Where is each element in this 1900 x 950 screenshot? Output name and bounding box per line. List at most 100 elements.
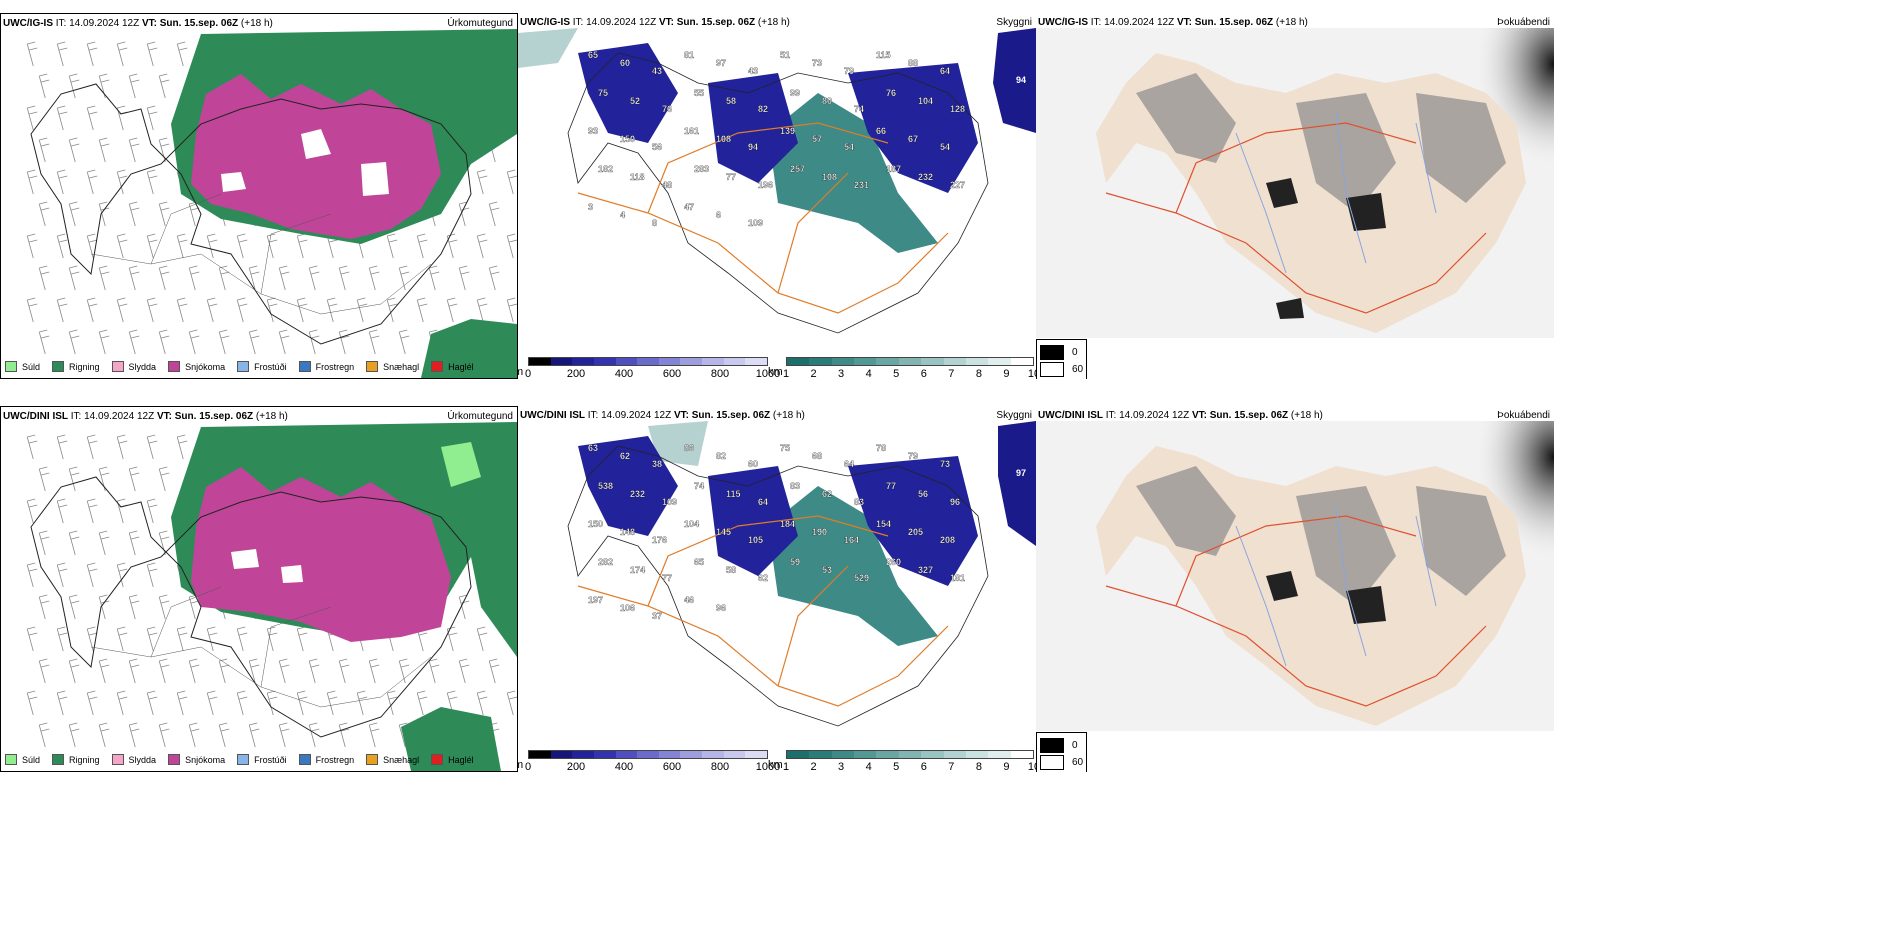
wind-barb xyxy=(68,658,80,684)
colorbar-tick: 8 xyxy=(975,761,982,772)
colorbar-tick: 0 xyxy=(524,368,532,379)
wind-barb xyxy=(128,329,140,355)
panel-header: UWC/IG-IS IT: 14.09.2024 12Z VT: Sun. 15… xyxy=(1038,17,1308,28)
summit-value: 197 xyxy=(588,595,603,605)
summit-value: 154 xyxy=(876,519,891,529)
summit-value: 60 xyxy=(620,58,630,68)
wind-barb xyxy=(38,201,50,227)
colorbar-tick: 10 xyxy=(1027,761,1036,772)
colorbar-tick: 400 xyxy=(614,761,634,772)
colorbar-tick: 10 xyxy=(1027,368,1036,379)
wind-barb xyxy=(338,722,350,748)
roads xyxy=(577,122,949,314)
summit-value: 6 xyxy=(716,210,721,220)
summit-value: 97 xyxy=(716,58,726,68)
summit-value: 63 xyxy=(588,443,598,453)
colorbar-tick: 6 xyxy=(920,368,927,379)
wind-barb xyxy=(26,105,38,131)
summit-value: 57 xyxy=(812,134,822,144)
colorbar-tick: 4 xyxy=(865,761,872,772)
wind-barb xyxy=(116,169,128,195)
precip-panel-row1: UWC/IG-IS IT: 14.09.2024 12Z VT: Sun. 15… xyxy=(0,13,518,379)
wind-barb xyxy=(128,137,140,163)
legend-item: Haglél xyxy=(431,361,474,372)
wind-barb xyxy=(368,722,380,748)
summit-value: 56 xyxy=(652,142,662,152)
wind-barb xyxy=(158,658,170,684)
coastline xyxy=(30,83,472,345)
wind-barb xyxy=(248,265,260,291)
wind-barb xyxy=(218,722,230,748)
wind-barb xyxy=(146,498,158,524)
precip-map xyxy=(26,29,517,378)
summit-value: 58 xyxy=(726,565,736,575)
wind-barb xyxy=(338,658,350,684)
summit-value: 62 xyxy=(822,489,832,499)
legend-item: Snjókoma xyxy=(168,361,225,372)
wind-barb xyxy=(26,41,38,67)
colorbar-segment xyxy=(723,751,746,758)
summit-value: 60 xyxy=(748,459,758,469)
colorbar-segment xyxy=(658,751,681,758)
legend-swatch xyxy=(111,361,124,372)
summit-value: 47 xyxy=(684,202,694,212)
colorbar-tick: 2 xyxy=(810,761,817,772)
colorbar-segment xyxy=(809,751,832,758)
fog-legend-row: 0 xyxy=(1040,738,1083,753)
visibility-map: 63 62 38 86 82 60 75 68 64 78 79 73 538 232 109 74 115 64… xyxy=(567,421,1036,727)
summit-value: 529 xyxy=(854,573,869,583)
wind-barb xyxy=(158,530,170,556)
summit-value: 232 xyxy=(918,172,933,182)
colorbar-tick: 2 xyxy=(810,368,817,379)
summit-value: 99 xyxy=(790,88,800,98)
highland-elev xyxy=(578,436,978,586)
wind-barb xyxy=(296,690,308,716)
wind-barb xyxy=(68,329,80,355)
legend-label: Slydda xyxy=(128,361,157,372)
colorbar-segment xyxy=(745,751,768,758)
wind-barb xyxy=(488,265,500,291)
summit-value: 64 xyxy=(844,459,854,469)
rain-patch-se xyxy=(401,707,501,771)
colorbar-segment xyxy=(529,358,551,365)
precip-panel-row2: UWC/DINI ISL IT: 14.09.2024 12Z VT: Sun.… xyxy=(0,406,518,772)
legend-swatch xyxy=(298,361,311,372)
wind-barb xyxy=(506,169,517,195)
summit-value: 62 xyxy=(758,573,768,583)
summit-value: 81 xyxy=(684,50,694,60)
wind-barb xyxy=(38,722,50,748)
wind-barb xyxy=(68,530,80,556)
summit-values: 63 62 38 86 82 60 75 68 64 78 79 73 538 232 109 74 115 64… xyxy=(588,443,1026,621)
elev-unit: m xyxy=(518,366,524,378)
elev-unit: m xyxy=(518,759,524,771)
wind-barb xyxy=(128,530,140,556)
summit-value: 64 xyxy=(758,497,768,507)
wind-barb xyxy=(278,265,290,291)
wind-barb xyxy=(116,434,128,460)
wind-barb xyxy=(26,498,38,524)
colorbar-tick: 0 xyxy=(524,761,532,772)
summit-value: 181 xyxy=(950,573,965,583)
wind-barb xyxy=(98,722,110,748)
wind-barb xyxy=(26,169,38,195)
offshore-very-low-vis xyxy=(993,28,1036,133)
wind-barb xyxy=(38,73,50,99)
summit-value: 73 xyxy=(812,58,822,68)
legend-swatch xyxy=(237,361,250,372)
wind-barb xyxy=(458,658,470,684)
wind-barb xyxy=(86,562,98,588)
dark-fog xyxy=(1266,178,1386,319)
wind-barb xyxy=(158,594,170,620)
summit-value: 62 xyxy=(620,451,630,461)
offshore-summit-value: 94 xyxy=(1016,75,1026,85)
wind-barb xyxy=(296,626,308,652)
colorbar-segment xyxy=(702,751,724,758)
visibility-map: 6560438197435173791158864755276555882998… xyxy=(518,28,1036,334)
wind-barb xyxy=(128,265,140,291)
legend-label: Snjókoma xyxy=(185,754,226,765)
wind-barb xyxy=(266,233,278,259)
summit-value: 104 xyxy=(918,96,933,106)
wind-barb xyxy=(188,265,200,291)
colorbar-segment xyxy=(702,358,724,365)
wind-barb xyxy=(368,658,380,684)
